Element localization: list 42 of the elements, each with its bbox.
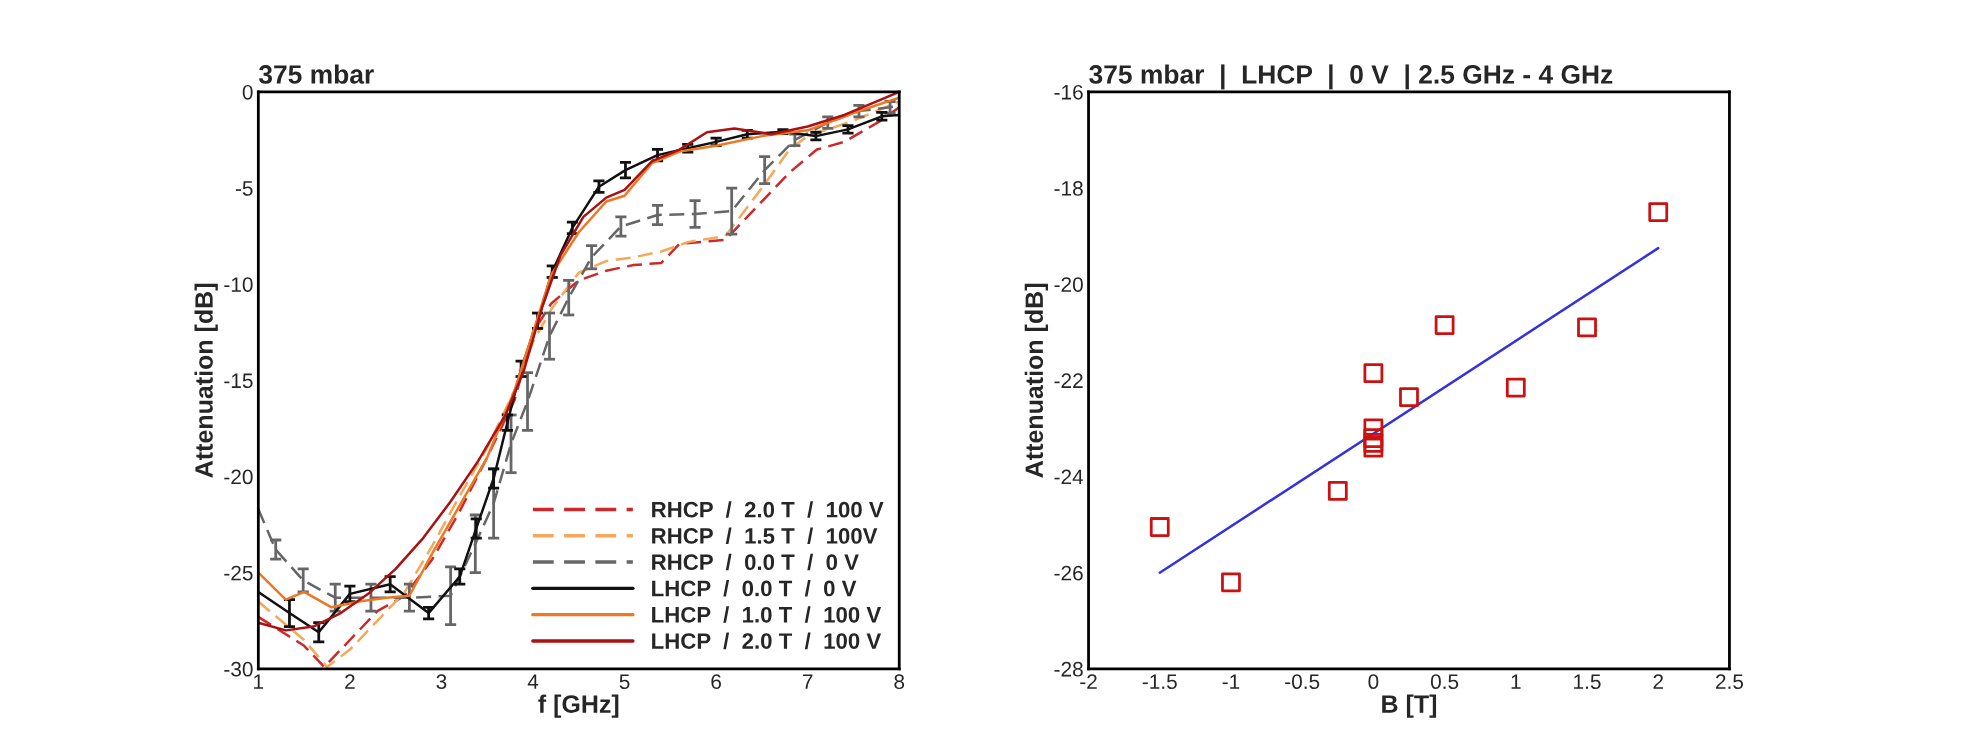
x-tick-label: 2 — [345, 674, 355, 689]
x-tick-label: 6 — [711, 674, 721, 690]
x-tick-label: 0.5 — [1430, 674, 1459, 690]
x-axis-title: B [T] — [1382, 694, 1437, 718]
x-tick-label: -1 — [1222, 674, 1240, 689]
x-tick-label: -0.5 — [1285, 674, 1320, 690]
x-tick-label: 0 — [1368, 674, 1379, 690]
y-tick-label: -5 — [235, 181, 253, 196]
legend-label: LHCP / 0.0 T / 0 V — [652, 580, 857, 597]
legend-label: LHCP / 2.0 T / 100 V — [652, 632, 882, 650]
x-tick-label: 1.5 — [1574, 674, 1601, 690]
x-tick-label: 5 — [619, 674, 630, 690]
x-tick-label: 2.5 — [1716, 674, 1744, 690]
y-tick-label: -20 — [224, 469, 253, 485]
x-tick-label: -1.5 — [1142, 674, 1177, 690]
x-tick-label: 1 — [1511, 674, 1521, 689]
chart-title: 375 mbar | LHCP | 0 V | 2.5 GHz - 4 GHz — [1089, 64, 1613, 90]
y-tick-label: -25 — [224, 565, 253, 581]
y-tick-label: -22 — [1054, 373, 1083, 388]
legend-label: RHCP / 0.0 T / 0 V — [652, 553, 859, 571]
x-tick-label: 2 — [1653, 674, 1663, 689]
y-tick-label: -30 — [224, 661, 253, 677]
y-axis-title: Attenuation [dB] — [1024, 283, 1049, 478]
y-tick-label: -20 — [1054, 277, 1083, 292]
legend-label: RHCP / 2.0 T / 100 V — [652, 501, 884, 518]
legend-label: LHCP / 1.0 T / 100 V — [652, 606, 882, 623]
y-tick-label: 0 — [242, 84, 253, 100]
x-tick-label: 7 — [802, 674, 813, 689]
x-tick-label: 1 — [254, 674, 264, 689]
x-tick-label: 8 — [894, 674, 905, 690]
x-tick-label: 3 — [436, 674, 447, 690]
y-tick-label: -10 — [224, 277, 253, 292]
y-tick-label: -15 — [224, 373, 253, 389]
x-tick-label: 4 — [527, 674, 539, 689]
x-axis-title: f [GHz] — [538, 694, 619, 718]
y-tick-label: -26 — [1054, 565, 1083, 581]
legend-label: RHCP / 1.5 T / 100V — [652, 527, 878, 545]
y-tick-label: -18 — [1054, 181, 1083, 196]
y-axis-title: Attenuation [dB] — [194, 283, 218, 478]
y-tick-label: -24 — [1054, 469, 1084, 485]
y-tick-label: -16 — [1054, 84, 1083, 100]
chart-title: 375 mbar — [258, 64, 374, 84]
